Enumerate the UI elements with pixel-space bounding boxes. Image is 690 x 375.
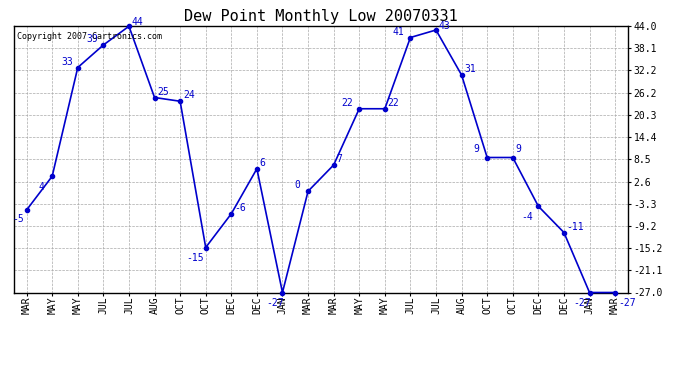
Text: Copyright 2007 Cartronics.com: Copyright 2007 Cartronics.com bbox=[17, 32, 162, 40]
Text: -4: -4 bbox=[522, 212, 533, 222]
Text: -27: -27 bbox=[618, 298, 635, 308]
Text: 39: 39 bbox=[87, 34, 99, 44]
Text: -5: -5 bbox=[12, 214, 24, 225]
Text: 41: 41 bbox=[393, 27, 404, 37]
Text: 44: 44 bbox=[132, 17, 144, 27]
Text: 43: 43 bbox=[439, 21, 451, 31]
Text: 33: 33 bbox=[61, 57, 73, 67]
Text: -27: -27 bbox=[266, 298, 284, 308]
Text: -6: -6 bbox=[234, 203, 246, 213]
Text: 22: 22 bbox=[341, 98, 353, 108]
Text: -15: -15 bbox=[186, 254, 204, 263]
Text: 0: 0 bbox=[294, 180, 300, 190]
Text: 6: 6 bbox=[259, 158, 266, 168]
Text: -27: -27 bbox=[573, 298, 591, 308]
Text: 24: 24 bbox=[183, 90, 195, 101]
Text: 4: 4 bbox=[38, 182, 44, 192]
Text: 25: 25 bbox=[157, 87, 169, 97]
Text: 22: 22 bbox=[388, 98, 400, 108]
Text: 9: 9 bbox=[473, 144, 479, 154]
Text: 31: 31 bbox=[464, 64, 476, 74]
Text: 7: 7 bbox=[337, 154, 342, 164]
Text: 9: 9 bbox=[515, 144, 522, 154]
Text: -11: -11 bbox=[566, 222, 584, 232]
Title: Dew Point Monthly Low 20070331: Dew Point Monthly Low 20070331 bbox=[184, 9, 457, 24]
